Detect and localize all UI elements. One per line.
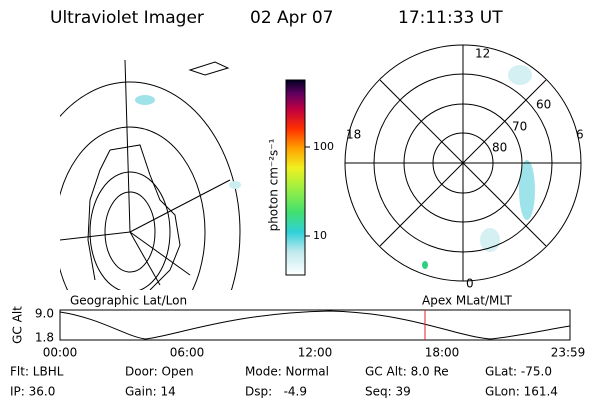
geographic-map	[60, 59, 241, 290]
timeline-x-tick: 00:00	[43, 346, 78, 360]
mlt-label: 12	[475, 47, 490, 61]
status-field: GLat: -75.0	[485, 365, 552, 379]
timeline-x-tick: 18:00	[425, 346, 460, 360]
status-field: Seq: 39	[365, 385, 411, 399]
timeline-frame	[59, 309, 571, 341]
footer: Flt: LBHL Door: Open Mode: Normal GC Alt: 8…	[10, 365, 558, 399]
status-field: Gain: 14	[125, 385, 176, 399]
title: Ultraviolet Imager	[50, 8, 204, 28]
status-field: IP: 36.0	[10, 385, 55, 399]
timeline-x-tick: 06:00	[170, 346, 205, 360]
geographic-label: Geographic Lat/Lon	[70, 294, 187, 308]
timeline-y-tick: 9.0	[35, 307, 54, 321]
colorbar-tick-label: 10	[313, 229, 327, 242]
mlt-label: 0	[466, 277, 474, 291]
timeline-x-tick: 12:00	[298, 346, 333, 360]
status-field: Flt: LBHL	[10, 365, 64, 379]
colorbar-tick-label: 100	[313, 140, 334, 153]
timeline-y-tick: 1.8	[35, 331, 54, 345]
altitude-curve	[59, 310, 571, 340]
status-field: Door: Open	[125, 365, 194, 379]
timeline-x-tick: 23:59	[551, 346, 586, 360]
polar-plot	[344, 44, 582, 282]
date: 02 Apr 07	[250, 8, 333, 28]
colorbar	[285, 79, 306, 276]
status-field: Dsp: -4.9	[245, 385, 307, 399]
status-field: GC Alt: 8.0 Re	[365, 365, 449, 379]
status-field: Mode: Normal	[245, 365, 329, 379]
mlat-label: 70	[512, 120, 527, 134]
status-field: GLon: 161.4	[485, 385, 558, 399]
time: 17:11:33 UT	[398, 8, 503, 28]
colorbar-label: photon cm⁻²s⁻¹	[267, 138, 281, 231]
timeline-y-label: GC Alt	[11, 306, 25, 344]
mlt-label: 18	[346, 128, 361, 142]
polar-label: Apex MLat/MLT	[422, 294, 512, 308]
mlat-label: 60	[536, 98, 551, 112]
mlt-label: 6	[576, 128, 584, 142]
mlat-label: 80	[492, 141, 507, 155]
